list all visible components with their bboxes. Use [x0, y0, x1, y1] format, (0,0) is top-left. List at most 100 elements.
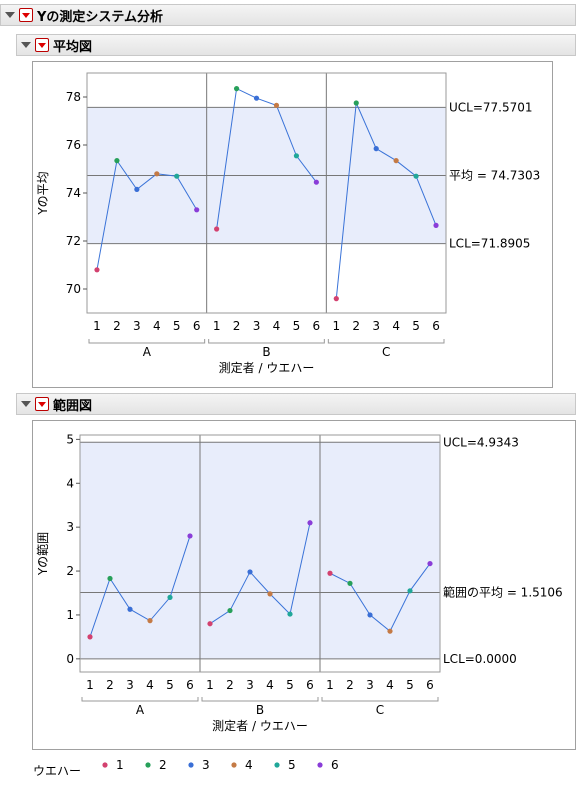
data-point [247, 569, 253, 575]
y-tick-label: 2 [66, 564, 74, 578]
x-tick-label: 3 [246, 678, 254, 692]
y-tick-label: 78 [66, 90, 81, 104]
section-header-range[interactable]: 範囲図 [16, 393, 576, 415]
section-header-mean[interactable]: 平均図 [16, 34, 576, 56]
x-axis-title: 測定者 / ウエハー [219, 360, 315, 375]
group-label: C [376, 703, 384, 717]
x-tick-label: 3 [133, 319, 141, 333]
report-header[interactable]: Yの測定システム分析 [0, 4, 576, 26]
y-axis-title: Yの平均 [36, 171, 50, 215]
x-tick-label: 6 [193, 319, 201, 333]
data-point [347, 580, 353, 586]
lcl-label: LCL=71.8905 [449, 237, 530, 251]
plot-border [79, 434, 441, 673]
section-title: 範囲図 [53, 398, 93, 414]
data-point [134, 186, 140, 192]
x-tick-label: 3 [366, 678, 374, 692]
y-tick-label: 70 [66, 282, 81, 296]
x-tick-label: 1 [326, 678, 334, 692]
data-point [373, 146, 379, 152]
data-point [207, 621, 213, 627]
x-tick-label: 5 [166, 678, 174, 692]
data-point [427, 560, 433, 567]
data-point [127, 606, 133, 612]
mean-chart: UCL=77.5701 平均 = 74.7303 LCL=71.8905 70 72 74… [36, 72, 540, 375]
legend-label: 4 [245, 758, 253, 772]
data-point [267, 591, 273, 597]
group-bracket [208, 339, 325, 344]
data-point [313, 179, 319, 185]
group-bracket [327, 339, 445, 344]
control-band [80, 442, 440, 659]
data-point [227, 607, 233, 614]
group-bracket [201, 697, 319, 702]
x-tick-label: 1 [93, 319, 101, 333]
lcl-label: LCL=0.0000 [443, 652, 517, 666]
legend-marker [274, 762, 280, 768]
menu-icon[interactable] [35, 38, 49, 52]
x-tick-label: 6 [186, 678, 194, 692]
x-tick-label: 2 [113, 319, 121, 333]
series-line-C [329, 563, 431, 632]
disclosure-icon[interactable] [21, 401, 31, 407]
y-tick-label: 74 [66, 186, 81, 200]
x-tick-label: 3 [253, 319, 261, 333]
x-tick-label: 6 [306, 678, 314, 692]
ucl-label: UCL=77.5701 [449, 100, 533, 114]
data-point [273, 102, 280, 108]
data-point [413, 173, 419, 179]
x-tick-label: 2 [226, 678, 234, 692]
series-line-B [209, 522, 311, 625]
x-tick-label: 6 [432, 319, 440, 333]
group-label: A [143, 345, 152, 359]
y-tick-label: 5 [66, 432, 74, 446]
group-label: B [256, 703, 264, 717]
data-point [287, 611, 293, 617]
x-tick-label: 5 [293, 319, 301, 333]
x-tick-label: 6 [313, 319, 321, 333]
legend-label: 5 [288, 758, 296, 772]
legend-label: 3 [202, 758, 210, 772]
data-point [307, 520, 313, 526]
x-axis-title: 測定者 / ウエハー [212, 718, 308, 733]
x-tick-label: 2 [106, 678, 114, 692]
x-tick-label: 4 [266, 678, 274, 692]
legend-label: 2 [159, 758, 167, 772]
data-point [433, 222, 439, 228]
x-tick-label: 4 [273, 319, 281, 333]
report-title: Yの測定システム分析 [37, 9, 164, 25]
x-tick-label: 4 [392, 319, 400, 333]
x-tick-label: 6 [426, 678, 434, 692]
x-tick-label: 4 [386, 678, 394, 692]
data-point [87, 634, 93, 640]
data-point [107, 575, 113, 582]
x-tick-label: 5 [412, 319, 420, 333]
x-tick-label: 1 [86, 678, 94, 692]
wafer-legend: ウエハー 1 2 3 4 5 6 [0, 755, 578, 779]
chart-frame-mean: UCL=77.5701 平均 = 74.7303 LCL=71.8905 70 72 74… [32, 61, 553, 388]
data-point [407, 588, 413, 594]
y-tick-label: 76 [66, 138, 81, 152]
legend-marker [145, 762, 151, 768]
series-line-A [96, 159, 198, 270]
y-tick-label: 0 [66, 652, 74, 666]
legend-marker [102, 762, 108, 768]
menu-icon[interactable] [35, 397, 49, 411]
data-point [367, 612, 373, 618]
ucl-label: UCL=4.9343 [443, 435, 519, 449]
disclosure-icon[interactable] [21, 42, 31, 48]
series-line-A [89, 535, 191, 638]
x-tick-label: 5 [406, 678, 414, 692]
data-point [393, 158, 399, 164]
y-axis-title: Yの範囲 [35, 532, 50, 576]
y-tick-label: 3 [66, 520, 74, 534]
group-bracket [88, 339, 206, 344]
data-point [167, 594, 173, 600]
y-tick-label: 1 [66, 608, 74, 622]
x-tick-label: 2 [352, 319, 360, 333]
series-line-B [216, 87, 317, 230]
section-title: 平均図 [53, 39, 93, 55]
disclosure-icon[interactable] [5, 12, 15, 18]
menu-icon[interactable] [19, 8, 33, 22]
x-tick-label: 5 [173, 319, 181, 333]
